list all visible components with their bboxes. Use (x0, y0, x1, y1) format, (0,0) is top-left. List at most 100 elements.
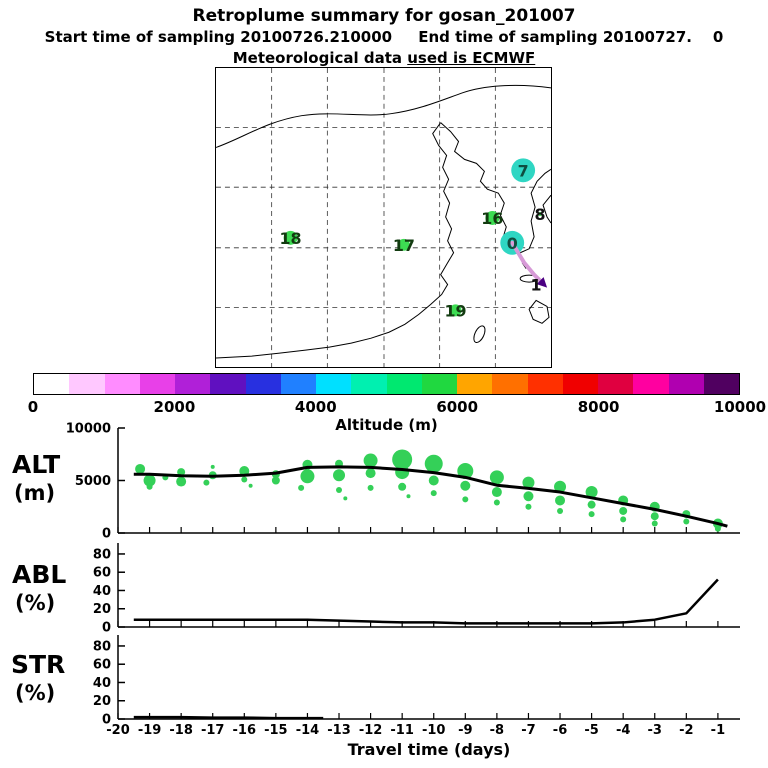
particle-dot (554, 480, 567, 493)
x-axis-label: Travel time (days) (347, 740, 511, 759)
particle-dot (523, 491, 534, 502)
plume-dot (397, 238, 410, 251)
particle-dot (714, 525, 721, 532)
colorbar-title: Altitude (m) (335, 416, 438, 434)
x-tick-label: -16 (233, 723, 257, 738)
x-tick-label: -17 (201, 723, 225, 738)
plume-number-label: 17 (393, 236, 415, 255)
colorbar-segment (34, 374, 70, 394)
map-markers-layer: 7 16 80 18 17 1 19 (280, 158, 548, 320)
str-line (133, 715, 324, 720)
altitude-colorbar (33, 373, 740, 395)
x-tick-label: -7 (521, 723, 535, 738)
alt-panel-label: ALT (12, 450, 61, 479)
plume-dot (283, 230, 298, 245)
particle-dot (430, 490, 437, 497)
met-data-line: Meteorological data used is ECMWF (0, 49, 768, 67)
particle-dot (428, 475, 439, 486)
particle-dot (683, 518, 690, 525)
particle-dot (493, 499, 500, 506)
particle-dot (367, 484, 374, 491)
particle-dot (177, 468, 186, 477)
plume-number-label: 1 (531, 276, 542, 295)
colorbar-segment (280, 374, 316, 394)
x-tick-label: -2 (679, 723, 693, 738)
particle-dot (619, 506, 628, 515)
x-tick-label: -1 (711, 723, 725, 738)
x-tick-label: -11 (390, 723, 414, 738)
particle-dot (588, 511, 595, 518)
particle-dot (298, 484, 305, 491)
plume-number-label: 8 (535, 205, 546, 224)
str-y-tick-label: 20 (93, 694, 111, 709)
particle-dot (333, 469, 346, 482)
sampling-times-line: Start time of sampling 20100726.210000 E… (44, 28, 724, 46)
x-tick-label: -15 (264, 723, 288, 738)
particle-dot (392, 449, 413, 470)
colorbar-segment (668, 374, 704, 394)
page-title: Retroplume summary for gosan_201007 (192, 6, 576, 26)
str-y-tick-label: 60 (93, 658, 111, 673)
plume-dot (511, 158, 536, 183)
colorbar-segment (175, 374, 211, 394)
abl-y-tick-label: 80 (93, 547, 111, 562)
x-tick-label: -10 (422, 723, 446, 738)
particle-dot (203, 479, 210, 486)
particle-dot (489, 470, 504, 485)
abl-line (133, 578, 719, 625)
plume-number-label: 16 (481, 209, 503, 228)
alt-mean-line (133, 465, 728, 528)
plume-number-label: 18 (280, 229, 302, 248)
colorbar-tick-label: 8000 (577, 398, 620, 416)
colorbar-segment (492, 374, 528, 394)
particle-dot (343, 496, 348, 501)
particle-dot (143, 474, 156, 487)
colorbar-segment (69, 374, 105, 394)
plume-dot (538, 212, 543, 217)
particle-dot (239, 466, 250, 477)
particle-dot (135, 463, 146, 474)
alt-y-tick-label: 10000 (66, 422, 111, 437)
colorbar-tick-label: 6000 (436, 398, 479, 416)
str-panel-label: STR (11, 650, 66, 679)
x-tick-label: -4 (616, 723, 630, 738)
plume-dot (485, 211, 500, 225)
str-y-tick-label: 80 (93, 639, 111, 654)
plume-number-label: 19 (445, 301, 467, 320)
abl-panel-label: ABL (12, 560, 67, 589)
particle-dot (460, 480, 471, 491)
colorbar-tick-label: 2000 (153, 398, 196, 416)
particle-dot (336, 486, 343, 493)
particle-dot (620, 516, 627, 523)
alt-y-tick-label: 0 (102, 527, 111, 542)
particle-dot (176, 476, 187, 487)
colorbar-segment (633, 374, 669, 394)
x-tick-label: -18 (169, 723, 193, 738)
retroplume-map: 7 16 8 0 18 17 1 19 (215, 67, 552, 368)
particle-dot (587, 500, 596, 509)
abl-y-tick-label: 20 (93, 602, 111, 617)
particle-dot (241, 476, 248, 483)
abl-panel-unit: (%) (15, 591, 56, 615)
str-y-tick-label: 0 (102, 713, 111, 728)
particle-dot (424, 454, 443, 473)
colorbar-segment (139, 374, 175, 394)
particle-dot (522, 476, 535, 489)
coastlines (216, 84, 551, 359)
particle-dot (363, 453, 378, 468)
x-tick-label: -13 (327, 723, 351, 738)
plume-number-label: 0 (507, 234, 518, 253)
particle-dot (457, 463, 474, 480)
particle-dot (365, 468, 376, 479)
particle-dot (557, 507, 564, 514)
alt-y-tick-label: 5000 (75, 474, 111, 489)
colorbar-segment (527, 374, 563, 394)
particle-dot (210, 464, 215, 469)
particle-dot (395, 465, 410, 480)
x-tick-label: -9 (458, 723, 472, 738)
x-tick-label: -5 (584, 723, 598, 738)
x-tick-label: -12 (359, 723, 383, 738)
colorbar-segments (34, 374, 739, 394)
met-data-source: used is ECMWF (407, 49, 536, 67)
